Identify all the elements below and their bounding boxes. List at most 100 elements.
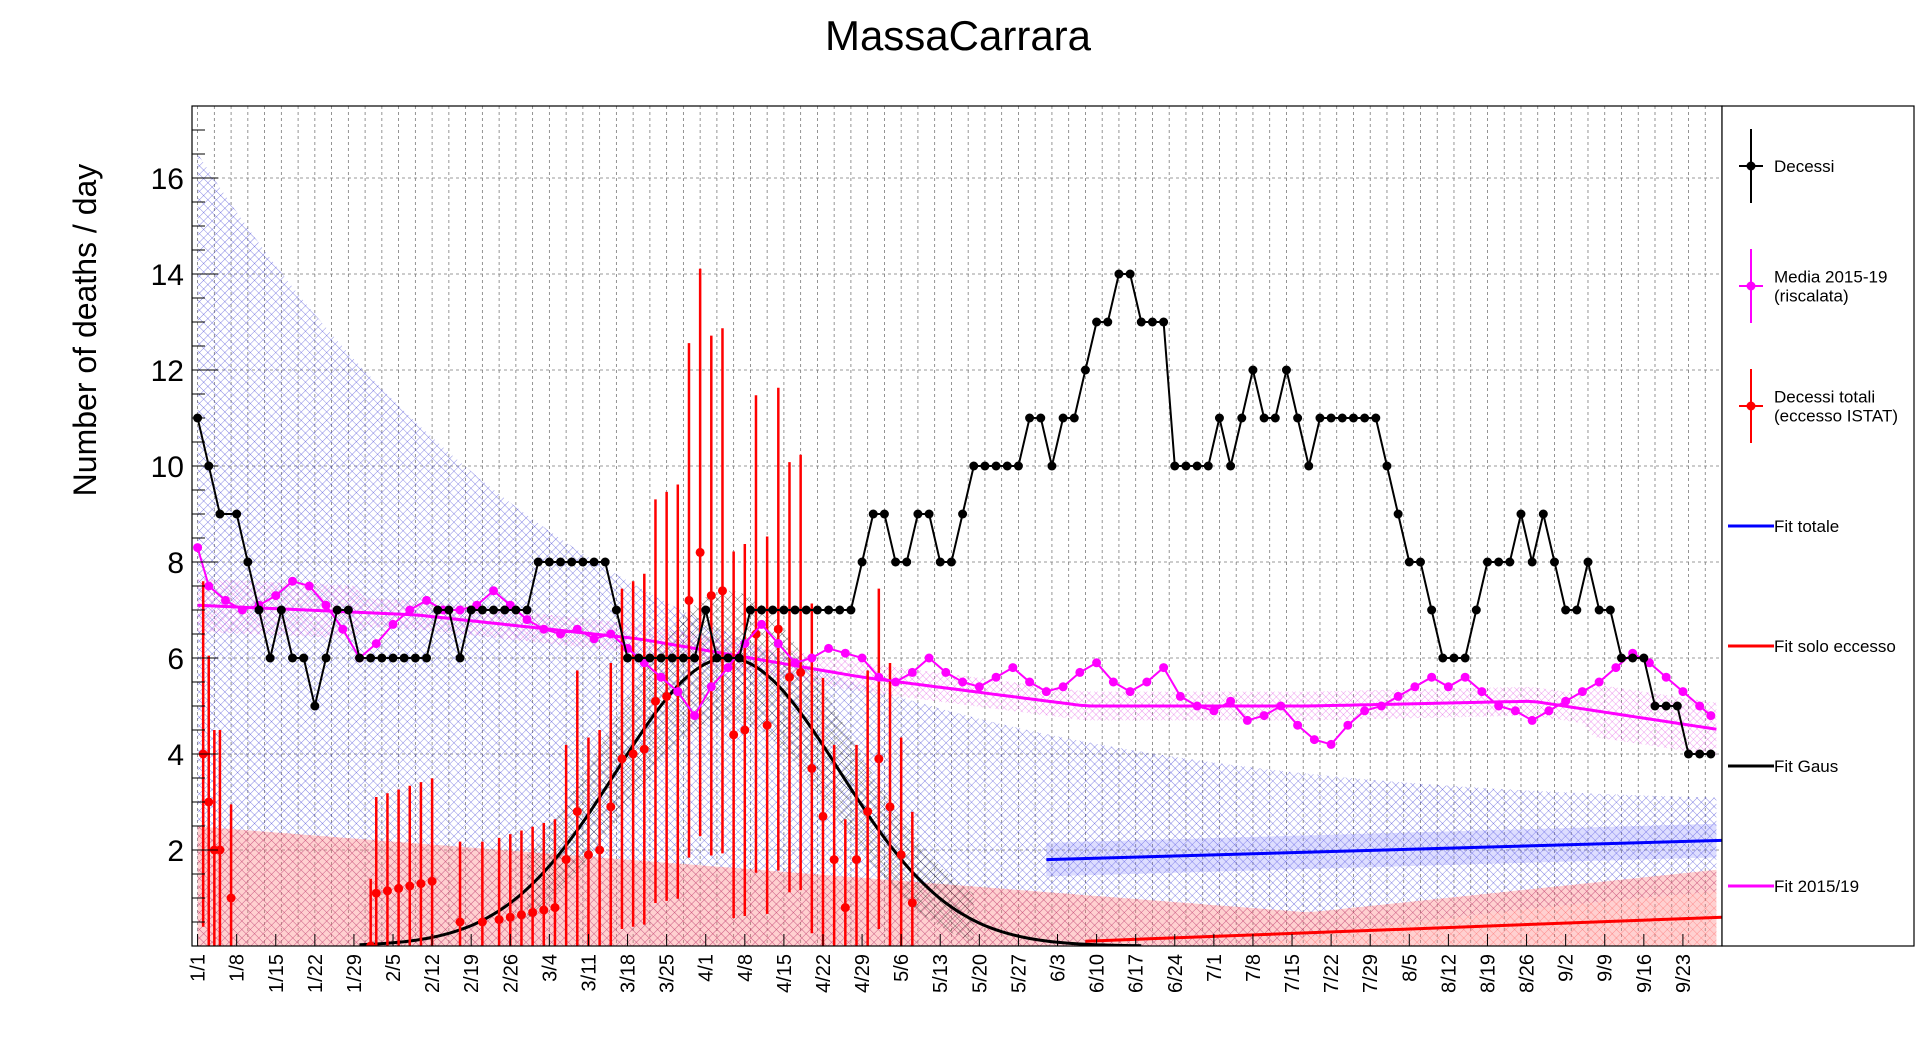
decessi-point bbox=[812, 605, 822, 615]
decessi-point bbox=[623, 653, 633, 663]
decessi-point bbox=[265, 653, 275, 663]
decessi-point bbox=[913, 509, 923, 519]
media-point bbox=[193, 543, 203, 553]
legend-marker-point bbox=[1746, 161, 1756, 171]
decessi-point bbox=[935, 557, 945, 567]
x-tick-label: 7/1 bbox=[1204, 954, 1226, 982]
legend-label: Decessi bbox=[1774, 157, 1834, 176]
x-tick-label: 9/9 bbox=[1595, 954, 1617, 982]
decessi-point bbox=[1449, 653, 1459, 663]
decessi-point bbox=[790, 605, 800, 615]
eccesso-point bbox=[394, 883, 404, 893]
decessi-point bbox=[1371, 413, 1381, 423]
eccesso-point bbox=[550, 903, 560, 913]
media-point bbox=[1293, 720, 1303, 730]
legend-marker-point bbox=[1746, 281, 1756, 291]
decessi-point bbox=[1136, 317, 1146, 327]
eccesso-point bbox=[807, 763, 817, 773]
decessi-point bbox=[611, 605, 621, 615]
eccesso-point bbox=[572, 807, 582, 817]
eccesso-point bbox=[650, 696, 660, 706]
eccesso-point bbox=[371, 888, 381, 898]
x-tick-label: 7/15 bbox=[1282, 954, 1304, 993]
decessi-point bbox=[678, 653, 688, 663]
decessi-point bbox=[433, 605, 443, 615]
eccesso-point bbox=[695, 547, 705, 557]
decessi-point bbox=[1304, 461, 1314, 471]
media-point bbox=[1159, 663, 1169, 673]
media-point bbox=[1008, 663, 1018, 673]
x-tick-label: 9/16 bbox=[1634, 954, 1656, 993]
decessi-point bbox=[1181, 461, 1191, 471]
decessi-point bbox=[1170, 461, 1180, 471]
media-point bbox=[1393, 691, 1403, 701]
decessi-point bbox=[1326, 413, 1336, 423]
x-tick-label: 6/17 bbox=[1126, 954, 1148, 993]
decessi-point bbox=[444, 605, 454, 615]
decessi-point bbox=[1248, 365, 1258, 375]
decessi-point bbox=[1348, 413, 1358, 423]
x-tick-label: 1/22 bbox=[305, 954, 327, 993]
y-tick-label: 10 bbox=[151, 451, 184, 484]
x-tick-label: 3/4 bbox=[539, 954, 561, 982]
media-point bbox=[572, 624, 582, 634]
media-point bbox=[422, 595, 432, 605]
media-point bbox=[1075, 667, 1085, 677]
eccesso-point bbox=[528, 907, 538, 917]
eccesso-point bbox=[706, 591, 716, 601]
media-point bbox=[1025, 677, 1035, 687]
decessi-point bbox=[690, 653, 700, 663]
eccesso-point bbox=[505, 912, 515, 922]
media-point bbox=[1343, 720, 1353, 730]
x-tick-label: 3/25 bbox=[657, 954, 679, 993]
eccesso-point bbox=[606, 802, 616, 812]
decessi-point bbox=[835, 605, 845, 615]
media-point bbox=[489, 586, 499, 596]
media-point bbox=[1706, 711, 1716, 721]
decessi-point bbox=[1438, 653, 1448, 663]
decessi-point bbox=[1683, 749, 1693, 759]
decessi-point bbox=[946, 557, 956, 567]
media-point bbox=[757, 619, 767, 629]
decessi-point bbox=[902, 557, 912, 567]
decessi-point bbox=[1002, 461, 1012, 471]
media-point bbox=[371, 639, 381, 649]
media-point bbox=[271, 591, 281, 601]
media-point bbox=[723, 663, 733, 673]
decessi-point bbox=[1293, 413, 1303, 423]
legend-marker-point bbox=[1746, 401, 1756, 411]
media-point bbox=[1510, 706, 1520, 716]
x-tick-label: 2/19 bbox=[461, 954, 483, 993]
decessi-point bbox=[1427, 605, 1437, 615]
y-tick-label: 16 bbox=[151, 163, 184, 196]
fit-eccesso-curve bbox=[1085, 915, 1722, 943]
legend: Decessi Media 2015-19(riscalata) Decessi t… bbox=[1728, 129, 1898, 896]
decessi-point bbox=[667, 653, 677, 663]
media-point bbox=[1695, 701, 1705, 711]
decessi-point bbox=[991, 461, 1001, 471]
decessi-point bbox=[824, 605, 834, 615]
media-point bbox=[874, 672, 884, 682]
decessi-point bbox=[1471, 605, 1481, 615]
x-tick-label: 7/29 bbox=[1360, 954, 1382, 993]
x-tick-label: 1/1 bbox=[188, 954, 210, 982]
legend-label: Fit 2015/19 bbox=[1774, 877, 1859, 896]
media-point bbox=[388, 619, 398, 629]
decessi-point bbox=[1069, 413, 1079, 423]
decessi-point bbox=[1415, 557, 1425, 567]
media-point bbox=[1678, 687, 1688, 697]
eccesso-point bbox=[762, 720, 772, 730]
media-point bbox=[1561, 696, 1571, 706]
decessi-point bbox=[801, 605, 811, 615]
x-tick-label: 4/8 bbox=[735, 954, 757, 982]
media-point bbox=[1376, 701, 1386, 711]
x-tick-label: 6/24 bbox=[1165, 954, 1187, 993]
decessi-point bbox=[533, 557, 543, 567]
decessi-point bbox=[891, 557, 901, 567]
media-point bbox=[706, 682, 716, 692]
media-point bbox=[1209, 706, 1219, 716]
decessi-point bbox=[1226, 461, 1236, 471]
eccesso-point bbox=[874, 754, 884, 764]
media-point bbox=[589, 634, 599, 644]
x-tick-label: 2/26 bbox=[500, 954, 522, 993]
